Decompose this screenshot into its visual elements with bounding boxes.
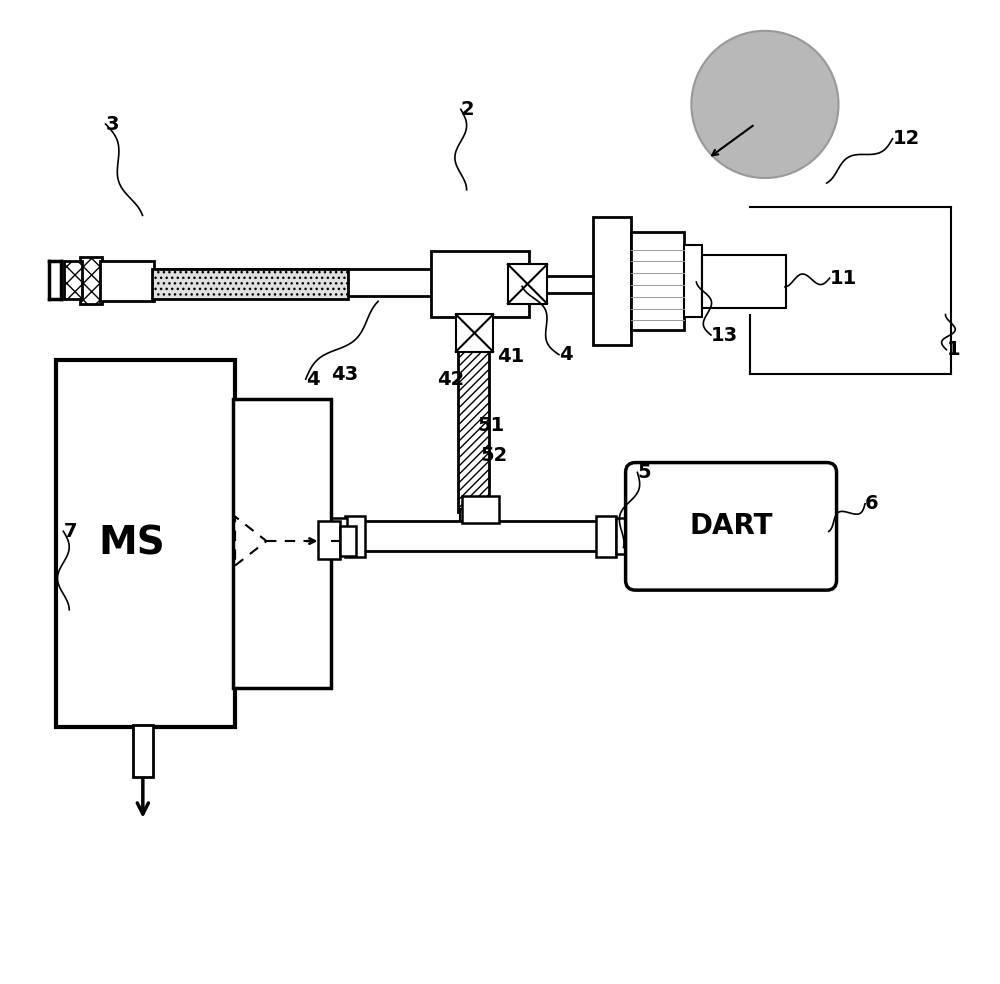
Bar <box>325 519 347 554</box>
Bar <box>80 257 102 304</box>
Bar <box>152 270 490 296</box>
Bar <box>340 526 356 556</box>
Text: 6: 6 <box>865 494 879 514</box>
Bar <box>702 255 786 308</box>
Bar <box>462 496 499 523</box>
Text: 1: 1 <box>946 340 960 359</box>
Text: 43: 43 <box>331 365 358 384</box>
Text: 12: 12 <box>892 129 920 149</box>
Bar <box>596 516 616 557</box>
Bar <box>508 265 547 304</box>
Text: 2: 2 <box>461 99 474 119</box>
Text: 4: 4 <box>306 370 319 389</box>
Text: 5: 5 <box>637 462 651 482</box>
Text: 3: 3 <box>106 114 119 134</box>
Bar <box>431 251 529 318</box>
Circle shape <box>691 31 839 178</box>
Bar <box>133 724 153 776</box>
Text: 51: 51 <box>477 416 505 435</box>
Bar <box>616 519 637 554</box>
Text: 41: 41 <box>497 347 524 366</box>
Bar <box>363 522 598 551</box>
Bar <box>460 509 487 524</box>
FancyBboxPatch shape <box>626 462 837 590</box>
Bar <box>345 516 365 557</box>
Bar <box>100 262 154 301</box>
Bar <box>458 337 489 512</box>
Text: MS: MS <box>98 524 165 563</box>
Text: 52: 52 <box>480 446 508 465</box>
Bar <box>152 270 348 299</box>
Text: 11: 11 <box>830 269 857 287</box>
Bar <box>456 315 493 351</box>
Bar <box>318 522 340 559</box>
Bar <box>631 232 684 330</box>
Text: DART: DART <box>689 513 773 540</box>
Bar <box>593 217 631 344</box>
Bar <box>233 399 331 688</box>
Text: 4: 4 <box>559 345 572 364</box>
Bar <box>64 262 82 299</box>
Text: 42: 42 <box>437 370 464 389</box>
Text: 13: 13 <box>711 326 738 344</box>
Text: 7: 7 <box>63 522 77 541</box>
Bar <box>684 245 702 318</box>
Bar <box>56 359 235 727</box>
